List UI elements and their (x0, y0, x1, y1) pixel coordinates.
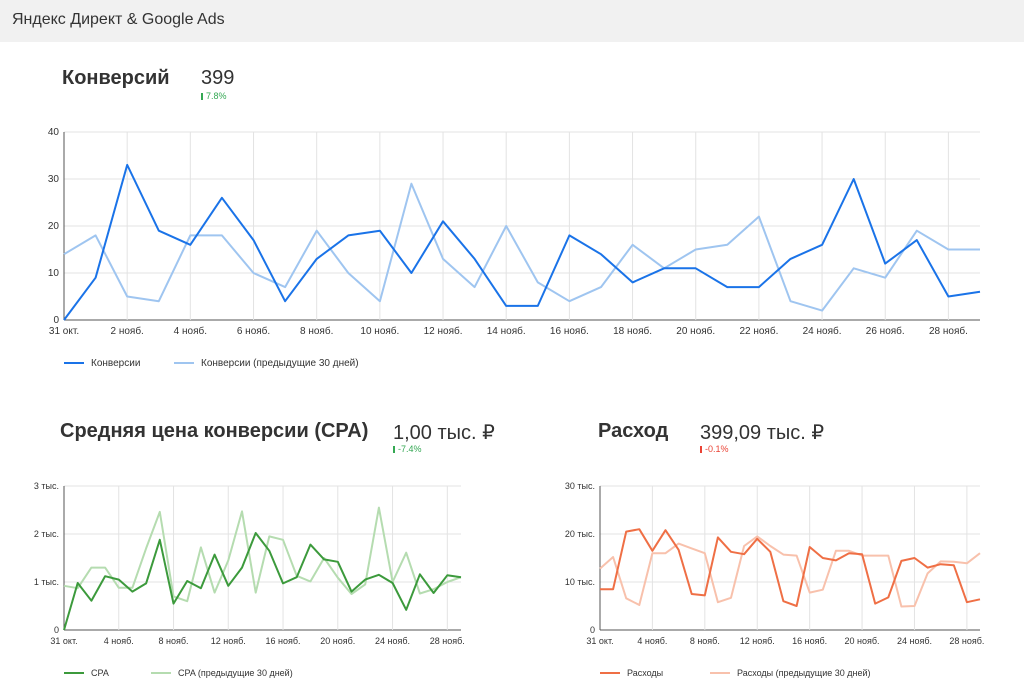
conversions-xtick-label: 14 нояб. (487, 325, 526, 337)
conversions-delta-text: 7.8% (206, 91, 227, 101)
spend-series-line-1 (599, 535, 981, 608)
cpa-xtick-label: 4 нояб. (104, 636, 134, 646)
cpa-delta: -7.4% (393, 444, 422, 454)
spend-delta: -0.1% (700, 444, 729, 454)
cpa-xtick-label: 16 нояб. (266, 636, 301, 646)
conversions-value: 399 (201, 67, 235, 89)
arrow-down-icon (700, 446, 702, 453)
cpa-xtick-label: 24 нояб. (375, 636, 410, 646)
cpa-ytick-label: 1 тыс. (34, 577, 59, 587)
conversions-xtick-label: 28 нояб. (929, 325, 968, 337)
spend-xtick-label: 24 нояб. (897, 636, 932, 646)
conversions-legend-label-1: Конверсии (предыдущие 30 дней) (201, 358, 359, 369)
top-bar: Яндекс Директ & Google Ads (0, 0, 1024, 42)
spend-xtick-label: 28 нояб. (949, 636, 984, 646)
spend-ytick-label: 0 (590, 625, 595, 635)
report-title: Яндекс Директ & Google Ads (12, 11, 225, 28)
conversions-title: Конверсий (62, 67, 170, 89)
cpa-title: Средняя цена конверсии (CPA) (60, 420, 369, 442)
spend-ytick-label: 10 тыс. (565, 577, 595, 587)
conversions-chart: 0 10 20 30 40 31 окт. 2 нояб. 4 нояб. 6 нояб. 8 н… (48, 127, 981, 369)
conversions-xtick-label: 12 нояб. (424, 325, 463, 337)
conversions-ytick-label: 10 (48, 268, 60, 279)
cpa-ytick-label: 2 тыс. (34, 529, 59, 539)
spend-xtick-label: 12 нояб. (740, 636, 775, 646)
conversions-series-line-0 (63, 163, 981, 321)
conversions-legend-label-0: Конверсии (91, 358, 140, 369)
cpa-series-line-0 (63, 532, 462, 631)
conversions-xtick-label: 26 нояб. (866, 325, 905, 337)
spend-xtick-label: 8 нояб. (690, 636, 720, 646)
conversions-xtick-label: 10 нояб. (360, 325, 399, 337)
conversions-xtick-label: 22 нояб. (739, 325, 778, 337)
spend-value: 399,09 тыс. ₽ (700, 422, 825, 444)
spend-ytick-label: 30 тыс. (565, 481, 595, 491)
cpa-xtick-label: 8 нояб. (159, 636, 189, 646)
cpa-delta-text: -7.4% (398, 444, 422, 454)
cpa-ytick-label: 3 тыс. (34, 481, 59, 491)
cpa-xtick-label: 12 нояб. (211, 636, 246, 646)
conversions-ytick-label: 30 (48, 174, 60, 185)
cpa-xtick-label: 31 окт. (50, 636, 77, 646)
conversions-xtick-label: 18 нояб. (613, 325, 652, 337)
spend-title: Расход (598, 420, 669, 442)
spend-xtick-label: 31 окт. (586, 636, 613, 646)
spend-legend-label-0: Расходы (627, 668, 663, 678)
spend-legend-label-1: Расходы (предыдущие 30 дней) (737, 668, 871, 678)
conversions-xtick-label: 4 нояб. (174, 325, 207, 337)
cpa-xtick-label: 20 нояб. (320, 636, 355, 646)
conversions-xtick-label: 24 нояб. (803, 325, 842, 337)
conversions-xtick-label: 6 нояб. (237, 325, 270, 337)
cpa-xtick-label: 28 нояб. (430, 636, 465, 646)
conversions-xtick-label: 20 нояб. (676, 325, 715, 337)
conversions-ytick-label: 40 (48, 127, 60, 138)
conversions-xtick-label: 16 нояб. (550, 325, 589, 337)
cpa-series-line-1 (63, 506, 462, 603)
conversions-xtick-label: 8 нояб. (300, 325, 333, 337)
spend-ytick-label: 20 тыс. (565, 529, 595, 539)
cpa-ytick-label: 0 (54, 625, 59, 635)
conversions-series-line-1 (63, 182, 980, 312)
spend-xtick-label: 16 нояб. (792, 636, 827, 646)
arrow-up-icon (201, 93, 203, 100)
spend-xtick-label: 20 нояб. (845, 636, 880, 646)
cpa-legend-label-1: CPA (предыдущие 30 дней) (178, 668, 293, 678)
cpa-legend-label-0: CPA (91, 668, 109, 678)
arrow-down-icon (393, 446, 395, 453)
conversions-xtick-label: 31 окт. (49, 326, 79, 337)
spend-xtick-label: 4 нояб. (637, 636, 667, 646)
conversions-ytick-label: 20 (48, 221, 60, 232)
conversions-delta: 7.8% (201, 91, 227, 101)
spend-chart: 0 10 тыс. 20 тыс. 30 тыс. 31 окт. 4 нояб. 8 но… (565, 481, 985, 678)
conversions-ytick-label: 0 (53, 315, 59, 326)
conversions-xtick-label: 2 нояб. (110, 325, 143, 337)
spend-delta-text: -0.1% (705, 444, 729, 454)
spend-series-line-0 (600, 528, 981, 607)
cpa-value: 1,00 тыс. ₽ (393, 422, 495, 444)
cpa-chart: 0 1 тыс. 2 тыс. 3 тыс. 31 окт. 4 нояб. 8 нояб.… (34, 481, 465, 678)
